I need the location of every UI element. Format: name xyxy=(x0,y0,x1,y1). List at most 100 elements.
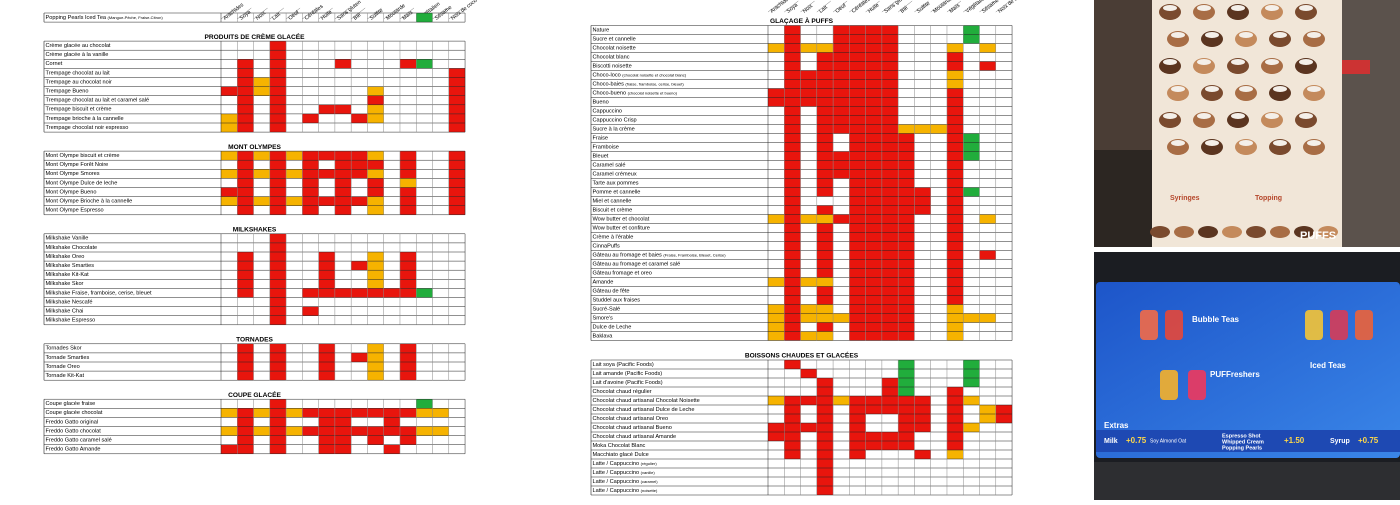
allergen-cell xyxy=(399,288,417,298)
allergen-cell xyxy=(979,405,996,414)
allergen-cell xyxy=(269,261,287,271)
allergen-cell xyxy=(448,95,466,105)
item-name: Freddo Gatto caramel salé xyxy=(46,438,112,444)
allergen-cell xyxy=(253,86,270,96)
allergen-cell xyxy=(286,151,303,161)
allergen-cell xyxy=(334,435,352,445)
allergen-cell xyxy=(979,414,996,423)
item-label: Bleuet xyxy=(593,154,609,160)
item-label: Gâteau fromage et oreo xyxy=(593,271,652,277)
item-label: Biscuit et crème xyxy=(593,208,633,214)
item-name: Wow butter et confiture xyxy=(593,226,650,232)
allergen-cell xyxy=(816,450,834,459)
allergen-cell xyxy=(784,405,801,414)
item-label: Gâteau au fromage et caramel salé xyxy=(593,262,681,268)
poster-photo: Syringes Topping PUFFS xyxy=(1094,0,1400,247)
puff-topping xyxy=(1197,59,1211,65)
allergen-cell xyxy=(448,160,466,170)
header-line xyxy=(963,0,978,13)
allergen-cell xyxy=(784,43,801,53)
allergen-cell xyxy=(816,277,834,287)
allergen-cell xyxy=(833,115,850,125)
allergen-cell xyxy=(237,95,254,105)
column-header: Soya xyxy=(239,9,252,21)
header-line xyxy=(979,0,994,13)
allergen-cell xyxy=(784,160,801,170)
allergen-cell xyxy=(898,250,915,260)
item-name: Gâteau au fromage et baies (Fraise, Framb… xyxy=(593,252,727,258)
item-label: Tornade Oreo xyxy=(46,364,80,370)
allergen-cell xyxy=(914,450,931,459)
allergen-cell xyxy=(784,450,801,459)
header-line xyxy=(220,7,236,20)
allergen-cell xyxy=(946,450,964,459)
item-label: Dulce de Leche xyxy=(593,325,632,331)
item-label: Wow butter et chocolat xyxy=(593,217,650,223)
allergen-cell xyxy=(849,304,866,314)
allergen-cell xyxy=(237,187,254,197)
allergen-cell xyxy=(367,261,384,271)
allergen-cell xyxy=(237,444,254,454)
allergen-cell xyxy=(914,205,931,215)
item-name: Pomme et cannelle xyxy=(593,190,641,196)
allergen-cell xyxy=(946,387,964,396)
allergen-cell xyxy=(784,360,801,369)
allergen-cell xyxy=(784,304,801,314)
allergen-cell xyxy=(898,178,915,188)
allergen-cell xyxy=(849,414,866,423)
allergen-cell xyxy=(946,169,964,179)
item-name: Mont Olympe Espresso xyxy=(46,208,104,214)
allergen-cell xyxy=(237,59,254,69)
allergen-cell xyxy=(849,187,866,197)
header-line xyxy=(930,0,945,13)
allergen-cell xyxy=(399,169,417,179)
allergen-cell xyxy=(784,250,801,260)
allergen-cell xyxy=(833,88,850,98)
allergen-cell xyxy=(914,423,931,432)
item-label: Chocolat chaud artisanal Chocolat Noiset… xyxy=(593,398,700,404)
allergen-cell xyxy=(946,106,964,116)
allergen-cell xyxy=(816,441,834,450)
allergen-cell xyxy=(302,205,319,215)
allergen-cell xyxy=(351,196,368,206)
allergen-cell xyxy=(930,124,947,134)
allergen-cell xyxy=(833,61,850,71)
allergen-cell xyxy=(784,223,801,233)
item-label: Latte / Cappuccino xyxy=(593,488,640,494)
allergen-cell xyxy=(946,423,964,432)
allergen-cell xyxy=(784,268,801,278)
allergen-cell xyxy=(849,405,866,414)
item-name: Miel et cannelle xyxy=(593,199,632,205)
allergen-cell xyxy=(784,124,801,134)
item-label: Nature xyxy=(593,28,610,34)
allergen-cell xyxy=(849,160,866,170)
allergen-cell xyxy=(784,432,801,441)
allergen-cell xyxy=(816,405,834,414)
allergen-cell xyxy=(816,477,834,486)
allergen-cell xyxy=(318,261,335,271)
item-note: (noisette) xyxy=(641,488,658,493)
allergen-cell xyxy=(833,124,850,134)
allergen-cell xyxy=(816,142,834,152)
allergen-cell xyxy=(865,187,882,197)
puff-tray xyxy=(1294,226,1314,238)
allergen-cell xyxy=(784,151,801,161)
allergen-cell xyxy=(448,113,466,123)
allergen-cell xyxy=(221,151,238,161)
drink-cup xyxy=(1140,310,1158,340)
allergen-cell xyxy=(334,196,352,206)
allergen-cell xyxy=(849,34,866,44)
header-line xyxy=(269,7,284,20)
allergen-cell xyxy=(849,43,866,53)
allergen-cell xyxy=(383,408,400,418)
item-name: Biscuit et crème xyxy=(593,208,633,214)
item-label: Mont Olympe Forêt Noire xyxy=(46,163,109,169)
allergen-cell xyxy=(784,97,801,107)
allergen-cell xyxy=(269,252,287,262)
allergen-cell xyxy=(237,417,254,427)
allergen-cell xyxy=(269,270,287,280)
allergen-cell xyxy=(367,270,384,280)
item-note: (Mangue-Pêche, Fraise-Citron) xyxy=(108,15,164,20)
allergen-cell xyxy=(367,160,384,170)
allergen-cell xyxy=(399,151,417,161)
